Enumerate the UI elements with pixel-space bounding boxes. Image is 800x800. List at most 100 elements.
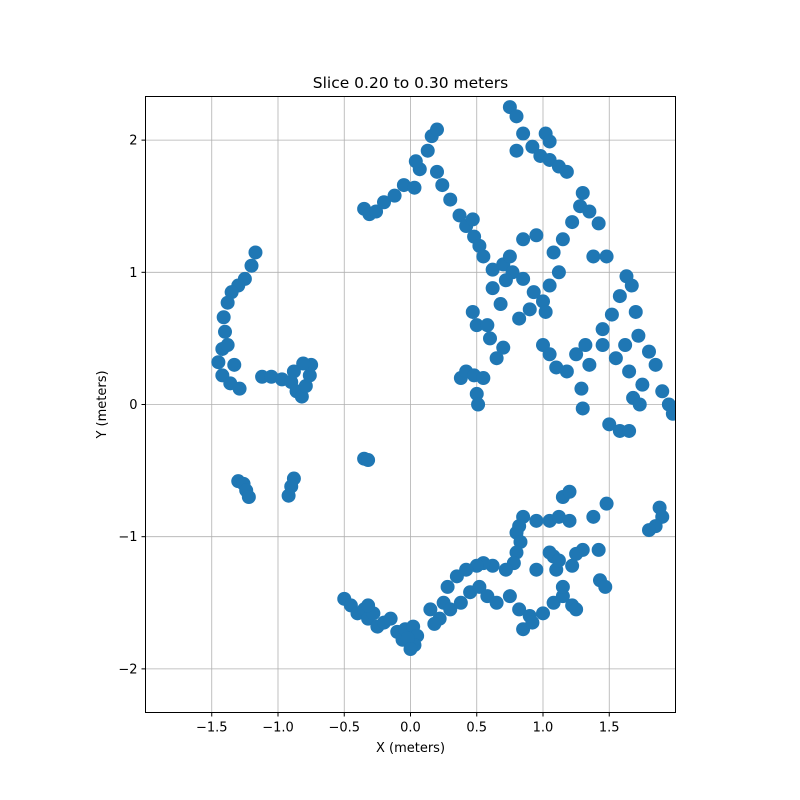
x-tick-label: 0.0 <box>400 721 421 736</box>
scatter-point <box>489 351 504 366</box>
scatter-point <box>427 616 442 631</box>
scatter-point <box>489 595 504 610</box>
scatter-point <box>498 273 513 288</box>
scatter-point <box>618 338 633 353</box>
plot-area <box>145 96 676 713</box>
scatter-point <box>435 178 450 193</box>
scatter-point <box>565 558 580 573</box>
scatter-point <box>480 318 495 333</box>
scatter-point <box>529 228 544 243</box>
chart-title: Slice 0.20 to 0.30 meters <box>313 74 509 92</box>
scatter-point <box>465 212 480 227</box>
scatter-point <box>244 258 259 273</box>
scatter-point <box>443 192 458 207</box>
scatter-point <box>476 371 491 386</box>
scatter-point <box>648 357 663 372</box>
y-tick-label: 2 <box>129 134 137 149</box>
scatter-point <box>264 369 279 384</box>
x-tick-label: −1.5 <box>196 721 228 736</box>
scatter-point <box>559 364 574 379</box>
point-cluster <box>453 364 491 412</box>
scatter-point <box>496 340 511 355</box>
scatter-point <box>529 562 544 577</box>
scatter-point <box>281 488 296 503</box>
scatter-point <box>622 423 637 438</box>
point-cluster <box>357 122 487 253</box>
scatter-point <box>400 631 415 646</box>
scatter-point <box>595 322 610 337</box>
scatter-point <box>509 143 524 158</box>
scatter-point <box>224 285 239 300</box>
scatter-point <box>220 295 235 310</box>
scatter-point <box>440 579 455 594</box>
scatter-point <box>602 417 617 432</box>
point-cluster <box>337 591 425 657</box>
scatter-point <box>232 381 247 396</box>
scatter-point <box>361 453 376 468</box>
scatter-point <box>551 265 566 280</box>
scatter-point <box>396 178 411 193</box>
point-cluster <box>231 471 301 505</box>
scatter-point <box>551 553 566 568</box>
scatter-point <box>542 545 557 560</box>
scatter-point <box>582 204 597 219</box>
point-cluster <box>502 542 613 637</box>
scatter-point <box>483 331 497 346</box>
scatter-point <box>502 589 517 604</box>
scatter-point <box>465 304 480 319</box>
scatter-point <box>542 347 557 362</box>
x-tick-label: 0.5 <box>466 721 487 736</box>
scatter-point <box>604 307 619 322</box>
scatter-point <box>555 232 570 247</box>
scatter-point <box>542 278 557 293</box>
scatter-point <box>286 364 301 379</box>
scatter-point <box>655 384 670 399</box>
scatter-point <box>211 355 226 370</box>
scatter-point <box>241 490 256 505</box>
y-tick-label: −2 <box>118 662 137 677</box>
scatter-point <box>569 602 584 617</box>
scatter-point <box>628 304 643 319</box>
scatter-point <box>516 126 531 141</box>
scatter-point <box>216 310 231 325</box>
point-cluster <box>423 509 577 631</box>
scatter-point <box>516 271 531 286</box>
x-axis-label: X (meters) <box>376 741 445 756</box>
scatter-point <box>529 513 544 528</box>
scatter-point <box>423 602 438 617</box>
scatter-point <box>599 496 614 511</box>
scatter-point <box>471 397 486 412</box>
scatter-point <box>542 134 557 149</box>
scatter-point <box>586 509 601 524</box>
x-tick-label: 1.5 <box>599 721 620 736</box>
scatter-point <box>569 546 584 561</box>
scatter-point <box>472 579 487 594</box>
scatter-point <box>525 139 540 154</box>
scatter-point <box>551 509 566 524</box>
scatter-point <box>227 357 242 372</box>
scatter-point <box>443 602 458 617</box>
scatter-point <box>591 216 606 231</box>
point-cluster <box>536 269 676 421</box>
point-cluster <box>211 245 263 396</box>
scatter-point <box>377 195 391 210</box>
scatter-point <box>591 542 606 557</box>
point-cluster <box>357 451 376 468</box>
scatter-point <box>595 338 610 353</box>
scatter-point <box>598 579 613 594</box>
scatter-point <box>383 611 398 626</box>
scatter-point <box>449 569 464 584</box>
point-cluster <box>465 185 614 366</box>
scatter-point <box>509 109 524 124</box>
scatter-point <box>525 615 540 630</box>
scatter-point <box>624 278 639 293</box>
scatter-point <box>469 558 484 573</box>
scatter-point <box>578 338 593 353</box>
scatter-point <box>612 289 627 304</box>
scatter-point <box>296 356 311 371</box>
scatter-point <box>408 154 423 169</box>
scatter-point <box>549 360 564 375</box>
y-tick-label: 0 <box>129 398 137 413</box>
scatter-point <box>575 185 590 200</box>
